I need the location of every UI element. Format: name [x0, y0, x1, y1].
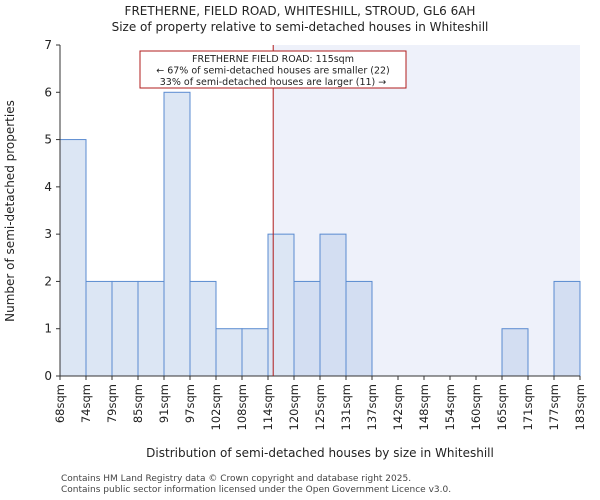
bar: [553, 280, 581, 377]
x-tick-label: 74sqm: [79, 384, 93, 423]
x-tick-label: 97sqm: [183, 384, 197, 423]
x-tick-label: 108sqm: [235, 384, 249, 430]
footer-line-2: Contains public sector information licen…: [61, 485, 452, 495]
y-tick-label: 4: [44, 180, 52, 194]
x-tick-label: 79sqm: [105, 384, 119, 423]
x-axis-label: Distribution of semi-detached houses by …: [146, 446, 494, 460]
chart-title: FRETHERNE, FIELD ROAD, WHITESHILL, STROU…: [124, 4, 476, 18]
y-tick-label: 6: [44, 85, 52, 99]
x-tick-label: 160sqm: [469, 384, 483, 430]
bar: [215, 328, 243, 377]
x-tick-label: 102sqm: [209, 384, 223, 430]
x-tick-label: 68sqm: [53, 384, 67, 423]
y-tick-label: 7: [44, 38, 52, 52]
x-tick-label: 165sqm: [495, 384, 509, 430]
bar: [163, 91, 191, 377]
x-tick-label: 91sqm: [157, 384, 171, 423]
chart-subtitle: Size of property relative to semi-detach…: [111, 20, 489, 34]
bar: [267, 233, 295, 377]
bar: [111, 280, 139, 377]
x-tick-label: 137sqm: [365, 384, 379, 430]
histogram-chart: 0 1 2 3 4 5 6 7 68sqm 74sqm 79sqm 85sqm 91sqm 97sqm 10…: [3, 38, 587, 460]
x-tick-label: 142sqm: [391, 384, 405, 430]
y-tick-label: 5: [44, 133, 52, 147]
annotation-line: ← 67% of semi-detached houses are smalle…: [156, 66, 390, 77]
bar: [501, 328, 529, 377]
y-tick-label: 0: [44, 369, 52, 383]
x-tick-label: 85sqm: [131, 384, 145, 423]
x-tick-label: 125sqm: [313, 384, 327, 430]
bar: [345, 280, 373, 377]
x-tick-label: 154sqm: [443, 384, 457, 430]
y-tick-label: 2: [44, 274, 52, 288]
bar: [85, 280, 113, 377]
annotation-line: FRETHERNE FIELD ROAD: 115sqm: [192, 54, 354, 65]
annotation-line: 33% of semi-detached houses are larger (…: [160, 77, 387, 88]
bar: [137, 280, 165, 377]
x-tick-label: 120sqm: [287, 384, 301, 430]
bar: [241, 328, 269, 377]
bar: [59, 139, 87, 377]
x-tick-label: 183sqm: [573, 384, 587, 430]
bar: [319, 233, 347, 377]
x-tick-label: 148sqm: [417, 384, 431, 430]
footer-line-1: Contains HM Land Registry data © Crown c…: [61, 474, 412, 484]
y-tick-label: 3: [44, 227, 52, 241]
x-tick-label: 177sqm: [547, 384, 561, 430]
y-tick-label: 1: [44, 322, 52, 336]
x-tick-label: 114sqm: [261, 384, 275, 430]
annotation-box: [139, 50, 407, 89]
x-tick-label: 131sqm: [339, 384, 353, 430]
x-tick-label: 171sqm: [521, 384, 535, 430]
y-axis-label: Number of semi-detached properties: [3, 100, 17, 322]
bar: [293, 280, 321, 377]
bar: [189, 280, 217, 377]
